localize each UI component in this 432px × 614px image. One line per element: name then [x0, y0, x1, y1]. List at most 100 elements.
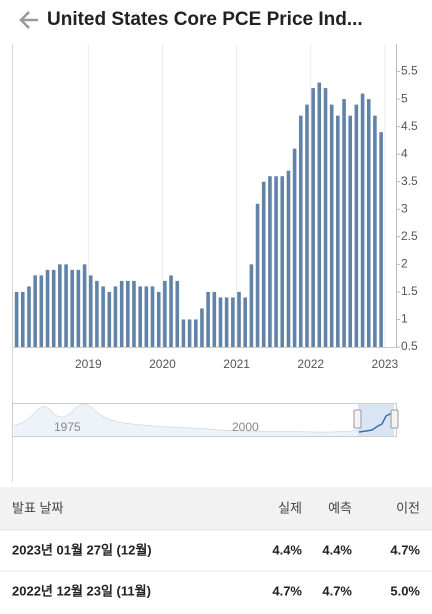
bar [268, 176, 272, 347]
table-cell: 5.0% [390, 583, 420, 598]
bar [144, 286, 149, 347]
bar [58, 264, 62, 347]
bar [138, 286, 143, 347]
bar [20, 291, 25, 347]
bar [119, 280, 124, 347]
bar [206, 291, 210, 347]
navigator-label: 1975 [54, 420, 81, 434]
x-tick-label: 2022 [297, 357, 324, 371]
bar [82, 264, 87, 347]
bar [237, 291, 241, 347]
bar [354, 104, 359, 347]
bar [113, 286, 118, 347]
page-title: United States Core PCE Price Ind... [47, 9, 363, 30]
table-cell: 2023년 01월 27일 (12월) [12, 542, 152, 557]
table-cell: 2022년 12월 23일 (11월) [12, 583, 151, 598]
navigator-label: 2000 [232, 420, 259, 434]
y-tick-label: 3.5 [401, 174, 418, 188]
bar [175, 280, 180, 347]
bar [70, 269, 75, 347]
table-header: 예측 [328, 500, 352, 515]
table-header: 발표 날짜 [12, 500, 63, 515]
bar [88, 275, 93, 347]
bar [249, 264, 254, 347]
bar [231, 297, 235, 347]
bar [76, 269, 81, 347]
bar [14, 291, 19, 347]
navigator-area [14, 404, 362, 436]
table-cell: 4.7% [272, 583, 302, 598]
bar [51, 269, 56, 347]
y-tick-label: 2 [401, 257, 408, 271]
table-header: 이전 [396, 500, 420, 515]
bar [286, 170, 291, 347]
bar [64, 264, 68, 347]
bar [132, 280, 136, 347]
bar [33, 275, 37, 347]
bar [323, 88, 328, 347]
y-tick-label: 1.5 [401, 284, 418, 298]
bar [243, 297, 247, 347]
y-tick-label: 0.5 [401, 339, 418, 353]
x-tick-label: 2023 [372, 357, 399, 371]
table-cell: 4.7% [322, 583, 352, 598]
bar [163, 280, 167, 347]
bar [373, 115, 377, 347]
bar [274, 176, 278, 347]
table-header: 실제 [278, 500, 302, 515]
bar [298, 115, 303, 347]
bar [311, 88, 315, 347]
bar [305, 104, 309, 347]
navigator-handle[interactable] [353, 409, 362, 429]
bar [212, 291, 217, 347]
bar [45, 269, 50, 347]
bar [255, 203, 260, 347]
bar [39, 275, 44, 347]
table-cell: 4.4% [322, 542, 352, 557]
bar [329, 104, 334, 347]
x-tick-label: 2021 [223, 357, 250, 371]
bar [218, 297, 223, 347]
bar [150, 286, 155, 347]
bar [169, 275, 173, 347]
y-tick-label: 4 [401, 146, 408, 160]
y-tick-label: 2.5 [401, 229, 418, 243]
table-header-bg [0, 487, 432, 530]
y-tick-label: 5.5 [401, 64, 418, 78]
bar [342, 99, 346, 347]
bar [348, 115, 353, 347]
bar [95, 280, 99, 347]
bar [379, 132, 383, 347]
back-button[interactable] [19, 11, 38, 29]
bar [27, 286, 31, 347]
bar [317, 82, 322, 348]
y-tick-label: 4.5 [401, 119, 418, 133]
table-rows: 2023년 01월 27일 (12월) 4.4% 4.4% 4.7% 2022년 12월… [0, 529, 432, 598]
bar [224, 297, 229, 347]
table-cell: 4.4% [272, 542, 302, 557]
bar [200, 308, 204, 347]
bar [336, 115, 340, 347]
bar [187, 319, 192, 347]
x-tick-label: 2020 [149, 357, 176, 371]
bar [292, 148, 297, 347]
bar [156, 291, 161, 347]
table-cell: 4.7% [390, 542, 420, 557]
y-tick-label: 5 [401, 91, 408, 105]
bar [181, 319, 186, 347]
bar [366, 99, 371, 347]
bar [126, 280, 130, 347]
bar [360, 93, 365, 347]
navigator-selected-line [358, 413, 395, 433]
y-tick-label: 3 [401, 201, 408, 215]
bar [193, 319, 198, 347]
navigator-handle[interactable] [390, 409, 399, 429]
bar [280, 176, 285, 347]
x-tick-label: 2019 [75, 357, 102, 371]
bar [261, 181, 266, 347]
bar [101, 286, 105, 347]
y-tick-label: 1 [401, 312, 408, 326]
